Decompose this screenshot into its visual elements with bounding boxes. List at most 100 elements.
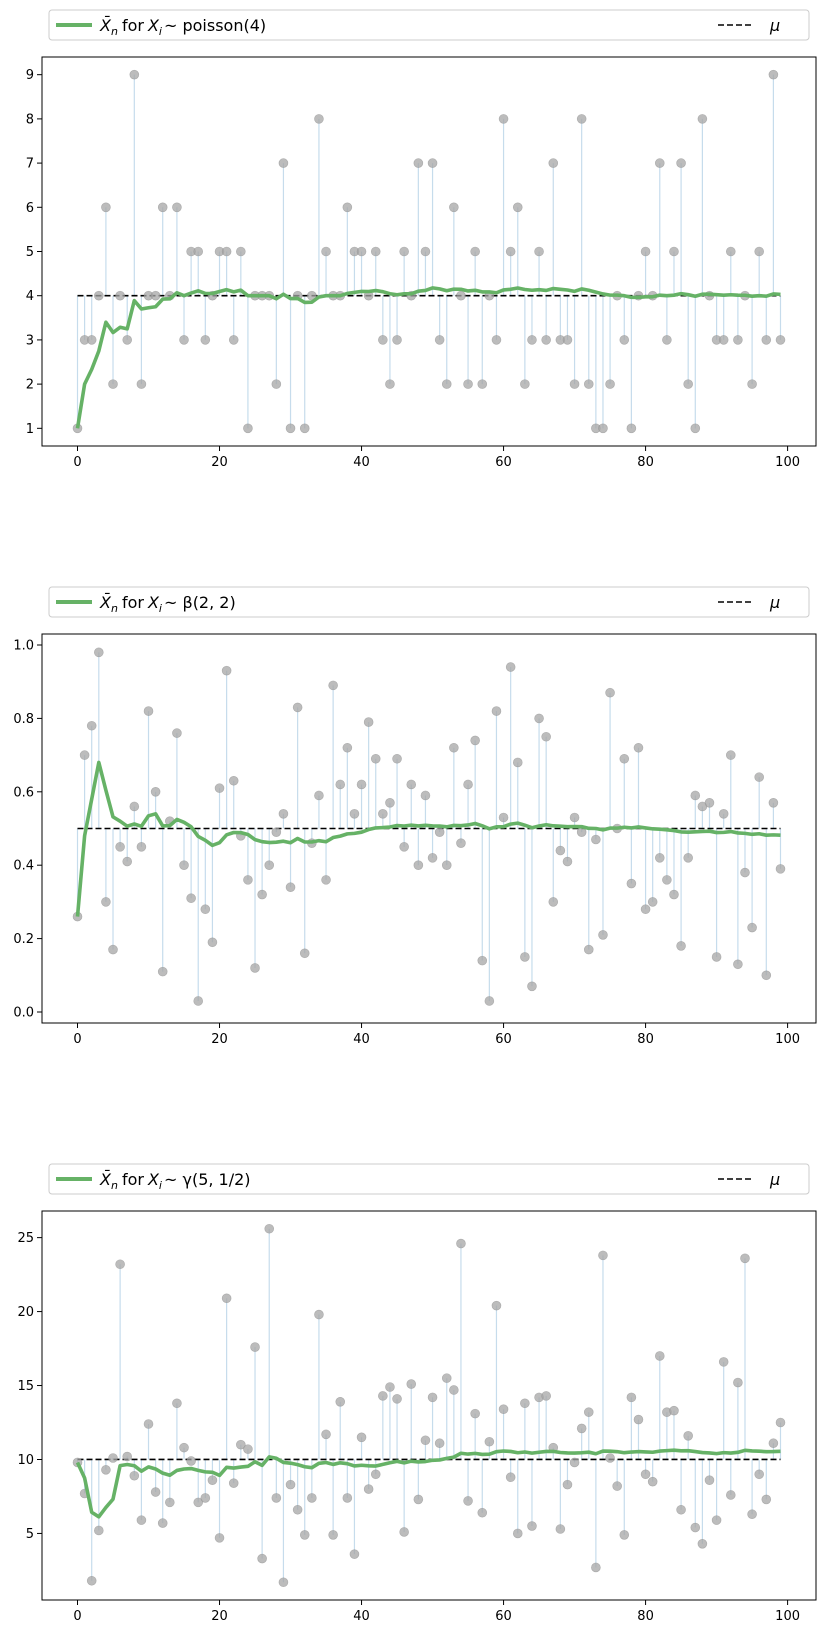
sample-point bbox=[456, 290, 466, 301]
plot-area bbox=[72, 647, 786, 1006]
sample-point bbox=[626, 423, 637, 434]
x-tick-label: 20 bbox=[211, 455, 228, 470]
y-tick-label: 10 bbox=[17, 1453, 34, 1468]
sample-point bbox=[598, 930, 608, 940]
sample-point bbox=[761, 1494, 772, 1505]
sample-point bbox=[129, 1470, 140, 1481]
legend-distribution: ~ poisson(4) bbox=[164, 16, 266, 35]
sample-point bbox=[413, 860, 424, 870]
sample-point bbox=[115, 1259, 125, 1270]
sample-point bbox=[740, 1253, 750, 1264]
sample-point bbox=[619, 335, 630, 345]
sample-point bbox=[569, 379, 580, 389]
y-tick-label: 0.2 bbox=[13, 932, 34, 947]
y-tick-label: 4 bbox=[26, 289, 34, 304]
sample-point bbox=[214, 783, 225, 793]
x-tick-label: 80 bbox=[637, 455, 654, 470]
sample-point bbox=[775, 1417, 786, 1428]
sample-point bbox=[328, 1530, 338, 1540]
sample-point bbox=[108, 1453, 118, 1463]
sample-point bbox=[633, 742, 644, 753]
sample-point bbox=[321, 1429, 331, 1440]
sample-point bbox=[676, 158, 686, 168]
axes-frame bbox=[41, 633, 817, 1024]
sample-point bbox=[285, 882, 296, 893]
sample-point bbox=[186, 893, 196, 904]
legend-for: for bbox=[122, 593, 144, 612]
sample-point bbox=[257, 1553, 267, 1564]
sample-point bbox=[292, 702, 303, 713]
sample-point bbox=[427, 853, 438, 863]
sample-point bbox=[583, 1407, 594, 1417]
sample-point bbox=[449, 742, 459, 753]
sample-point bbox=[299, 1530, 310, 1540]
legend-distribution: ~ β(2, 2) bbox=[164, 593, 236, 612]
sample-point bbox=[470, 735, 480, 746]
sample-point bbox=[420, 246, 431, 257]
sample-point bbox=[335, 1397, 346, 1407]
sample-point bbox=[463, 779, 473, 790]
legend-var-sub: i bbox=[159, 602, 162, 615]
sample-point bbox=[314, 114, 324, 124]
sample-point bbox=[725, 1490, 736, 1500]
sample-point bbox=[136, 842, 147, 852]
sample-point bbox=[690, 423, 701, 434]
sample-point bbox=[370, 753, 381, 764]
running-mean-line bbox=[75, 760, 781, 917]
sample-point bbox=[548, 897, 559, 907]
sample-point bbox=[129, 801, 140, 812]
sample-point bbox=[228, 1478, 239, 1488]
y-tick-label: 8 bbox=[26, 112, 34, 127]
sample-point bbox=[214, 1533, 225, 1543]
sample-point bbox=[669, 1405, 679, 1416]
sample-point bbox=[264, 860, 275, 870]
sample-point bbox=[271, 827, 282, 837]
legend-var-sub: i bbox=[159, 25, 162, 38]
sample-point bbox=[236, 1439, 246, 1450]
sample-point bbox=[378, 809, 388, 819]
legend-xbar: X̄ bbox=[99, 593, 112, 612]
x-tick-label: 40 bbox=[353, 1609, 370, 1624]
y-tick-label: 7 bbox=[26, 157, 34, 172]
sample-point bbox=[136, 379, 147, 389]
sample-point bbox=[619, 753, 630, 764]
sample-point bbox=[747, 922, 757, 933]
sample-point bbox=[640, 904, 651, 915]
sample-point bbox=[498, 114, 509, 124]
sample-point bbox=[172, 728, 182, 738]
sample-point bbox=[676, 1504, 686, 1515]
legend: X̄n for Xi ~ poisson(4) μ bbox=[48, 9, 810, 41]
sample-point bbox=[527, 1521, 537, 1531]
sample-point bbox=[569, 1457, 580, 1468]
sample-point bbox=[193, 1497, 204, 1508]
sample-point bbox=[179, 335, 189, 345]
y-tick-label: 1.0 bbox=[13, 639, 34, 654]
legend-distribution: ~ γ(5, 1/2) bbox=[164, 1170, 251, 1189]
sample-point bbox=[321, 875, 331, 885]
sample-point bbox=[733, 1377, 743, 1388]
y-tick-label: 6 bbox=[26, 201, 34, 216]
sample-point bbox=[427, 158, 438, 168]
sample-point bbox=[406, 779, 417, 790]
sample-point bbox=[335, 779, 346, 790]
sample-point bbox=[718, 335, 729, 345]
sample-point bbox=[179, 1442, 189, 1453]
sample-point bbox=[150, 290, 161, 301]
sample-point bbox=[718, 809, 729, 819]
sample-point bbox=[200, 904, 211, 915]
sample-point bbox=[669, 246, 679, 257]
sample-point bbox=[243, 875, 253, 885]
legend-running-mean-label: X̄n for Xi ~ γ(5, 1/2) bbox=[99, 1170, 251, 1192]
sample-point bbox=[669, 889, 679, 900]
sample-point bbox=[399, 1527, 409, 1537]
sample-point bbox=[307, 1493, 317, 1503]
sample-point bbox=[342, 742, 353, 753]
sample-point bbox=[285, 423, 296, 434]
sample-point bbox=[150, 1487, 161, 1497]
sample-point bbox=[527, 981, 537, 992]
sample-point bbox=[441, 1373, 452, 1383]
sample-point bbox=[470, 246, 480, 257]
sample-point bbox=[647, 1476, 658, 1487]
sample-point bbox=[122, 335, 133, 345]
sample-point bbox=[697, 1538, 708, 1549]
